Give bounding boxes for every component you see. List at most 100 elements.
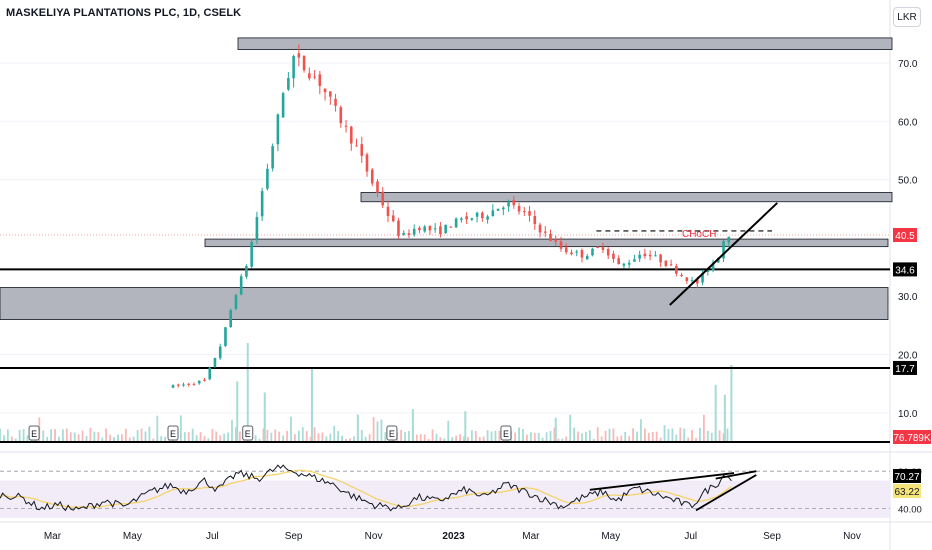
candle-body xyxy=(287,77,290,90)
price-tick-3: 30.0 xyxy=(898,292,918,303)
candle-42 xyxy=(391,210,395,223)
volume-bar xyxy=(372,417,375,442)
earnings-marker-0[interactable]: E xyxy=(28,425,40,441)
chart-title: MASKELIYA PLANTATIONS PLC, 1D, CSELK xyxy=(6,7,242,19)
candle-5 xyxy=(197,380,201,385)
candle-body xyxy=(423,226,426,232)
rsi-trendline-0 xyxy=(589,472,735,491)
candle-body xyxy=(213,358,217,367)
volume-bar xyxy=(498,430,501,442)
candle-body xyxy=(475,212,479,217)
volume-bar xyxy=(124,428,127,442)
price-tick-1: 60.0 xyxy=(898,117,918,128)
candle-body xyxy=(543,231,547,233)
volume-bar xyxy=(702,414,705,442)
candle-body xyxy=(622,263,626,266)
rsi-badge-label-0: 70.27 xyxy=(894,472,919,483)
volume-bar xyxy=(278,431,281,442)
candle-22 xyxy=(287,71,290,92)
candle-body xyxy=(376,181,379,193)
volume-bar xyxy=(628,436,631,442)
volume-bar xyxy=(604,430,607,442)
volume-bar xyxy=(467,437,469,442)
candle-3 xyxy=(187,382,191,387)
candle-62 xyxy=(496,208,500,211)
candle-body xyxy=(538,224,542,233)
earnings-marker-box xyxy=(386,425,398,441)
volume-bar xyxy=(254,435,257,442)
volume-bar xyxy=(223,433,226,442)
volume-bar xyxy=(207,438,210,442)
candle-70 xyxy=(538,222,542,238)
candle-body xyxy=(664,260,668,266)
volume-bar xyxy=(596,427,599,442)
candle-71 xyxy=(543,226,547,238)
current-price-label: 40.5 xyxy=(895,231,915,242)
volume-bar xyxy=(187,432,190,442)
rsi-trendline-1 xyxy=(695,474,757,512)
volume-bar xyxy=(360,429,363,442)
candle-28 xyxy=(318,70,322,95)
time-tick-2: Jul xyxy=(206,531,219,542)
candle-body xyxy=(229,310,232,328)
candle-97 xyxy=(680,272,683,277)
volume-bar xyxy=(294,434,296,442)
price-axis: 34.6 17.7 40.5 76.789K 70.0 60.0 50.0 30.0 20.0 1… xyxy=(893,59,931,515)
volume-bar xyxy=(659,437,662,442)
earnings-marker-box xyxy=(167,425,179,441)
volume-bar xyxy=(325,436,328,442)
volume-bar xyxy=(262,428,265,442)
candle-body xyxy=(517,205,521,212)
candle-14 xyxy=(245,264,248,279)
volume-bar xyxy=(518,427,520,442)
time-tick-1: May xyxy=(123,531,142,542)
earnings-marker-4[interactable]: E xyxy=(500,425,512,441)
candle-body xyxy=(633,259,636,262)
volume-bar xyxy=(160,436,163,442)
candle-99 xyxy=(690,276,694,284)
candle-87 xyxy=(627,259,631,268)
earnings-marker-label: E xyxy=(31,429,37,439)
earnings-marker-2[interactable]: E xyxy=(242,425,254,441)
volume-bar xyxy=(215,431,218,442)
volume-bar xyxy=(443,438,446,442)
candle-body xyxy=(591,248,594,256)
candle-body xyxy=(407,233,411,235)
candle-body xyxy=(171,385,175,388)
volume-bar xyxy=(651,432,654,442)
earnings-marker-3[interactable]: E xyxy=(386,425,398,441)
candle-7 xyxy=(208,366,212,381)
volume-bar xyxy=(301,427,304,442)
volume-bar xyxy=(144,431,147,442)
candle-body xyxy=(329,91,332,97)
candle-body xyxy=(308,73,311,79)
candle-body xyxy=(722,240,725,259)
volume-bar xyxy=(97,432,100,442)
volume-spike-4 xyxy=(356,414,359,442)
earnings-marker-1[interactable]: E xyxy=(167,425,179,441)
volume-bar xyxy=(710,432,713,442)
level-badge-0 xyxy=(893,262,917,277)
volume-bar xyxy=(195,435,198,442)
candle-8 xyxy=(213,357,217,368)
volume-bar xyxy=(345,438,347,442)
candle-66 xyxy=(517,202,521,215)
candle-105 xyxy=(722,239,725,263)
volume-bar xyxy=(663,425,666,442)
candle-body xyxy=(218,346,222,359)
time-tick-6: Mar xyxy=(522,531,540,542)
volume-bar xyxy=(286,430,288,442)
candle-body xyxy=(412,228,416,235)
earnings-marker-label: E xyxy=(170,429,176,439)
candle-body xyxy=(690,280,694,282)
candle-body xyxy=(502,207,505,210)
candle-40 xyxy=(381,187,385,209)
currency-button[interactable]: LKR xyxy=(893,7,921,27)
candle-body xyxy=(439,226,442,235)
level-badge-1 xyxy=(893,360,917,375)
zone-2 xyxy=(204,238,889,248)
horizontal-levels xyxy=(0,234,890,443)
